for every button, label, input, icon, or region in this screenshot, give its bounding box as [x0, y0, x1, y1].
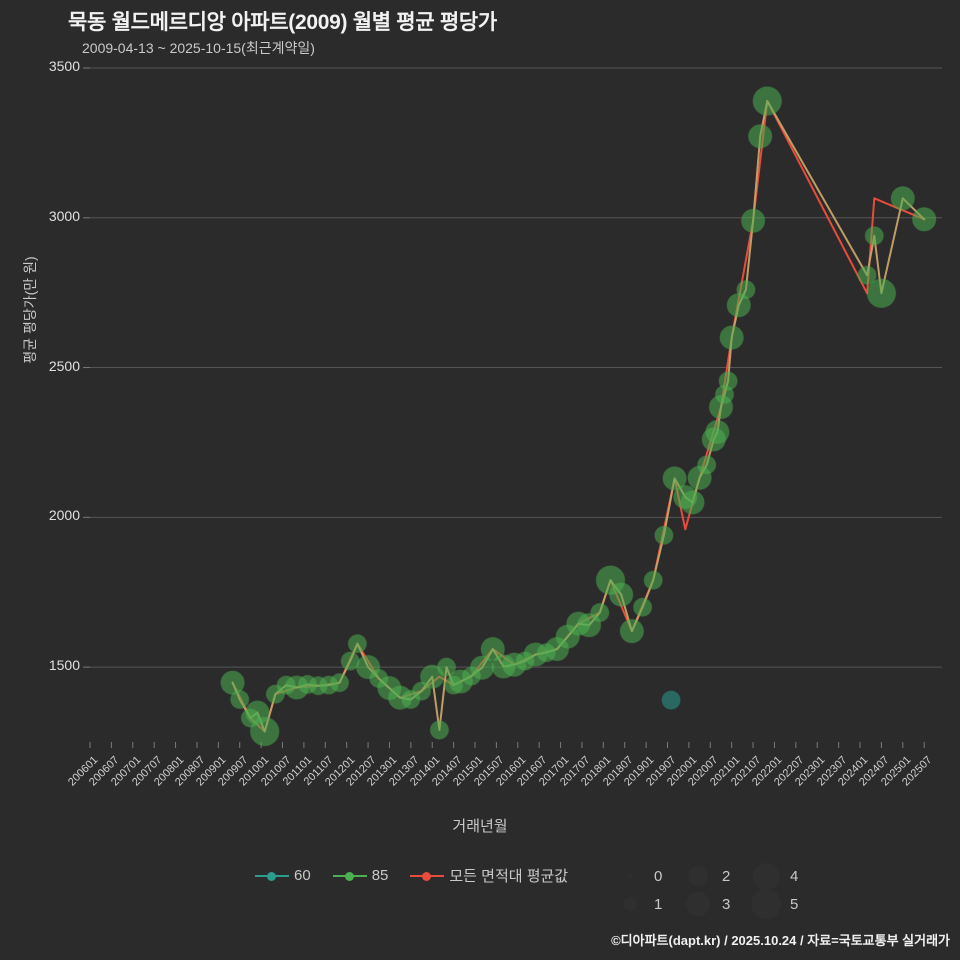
- legend-item-series-60[interactable]: 60: [255, 867, 311, 884]
- data-point: [590, 602, 610, 623]
- legend-size-label: 1: [654, 895, 663, 913]
- legend-size-dot: [686, 892, 710, 916]
- y-tick-label: 2000: [48, 507, 80, 524]
- data-point: [347, 634, 368, 654]
- grid-lines: [90, 67, 942, 668]
- data-point: [752, 86, 783, 116]
- legend-item-series-85[interactable]: 85: [332, 867, 389, 884]
- y-tick-label: 1500: [48, 657, 80, 674]
- data-point: [643, 570, 663, 590]
- page-title: 묵동 월드메르디앙 아파트(2009) 월별 평균 평당가: [68, 11, 497, 34]
- legend-size-label: 2: [722, 867, 731, 885]
- legend-label: 85: [371, 867, 389, 884]
- data-point: [718, 371, 738, 391]
- y-tick-label: 2500: [48, 357, 80, 374]
- data-point: [736, 280, 756, 300]
- legend-marker-icon: [332, 869, 367, 883]
- x-axis-title: 거래년월: [452, 818, 508, 835]
- legend-size-label: 4: [790, 867, 799, 885]
- legend-size-item: 1: [615, 896, 683, 913]
- data-point: [705, 419, 730, 445]
- data-point: [866, 278, 897, 309]
- scatter-series-85: [220, 86, 937, 747]
- legend-size-dot-icon: [615, 873, 645, 879]
- legend-size-dot: [751, 889, 781, 919]
- legend-label: 모든 면적대 평균값: [449, 868, 569, 885]
- y-tick-label: 3500: [48, 58, 80, 74]
- data-point: [436, 657, 457, 677]
- legend-size-dot-icon: [751, 889, 781, 919]
- data-point: [230, 689, 250, 710]
- legend-size-dot: [752, 862, 780, 890]
- legend-series-list: 60 85 모든 면적대 평균값: [255, 865, 582, 886]
- data-point: [864, 226, 884, 246]
- legend-size-dot-icon: [751, 862, 781, 890]
- data-point: [680, 490, 705, 515]
- legend-size-dot-icon: [683, 866, 713, 886]
- data-point: [654, 525, 674, 545]
- chart-subtitle: 2009-04-13 ~ 2025-10-15(최근계약일): [82, 40, 315, 56]
- legend-size-item: 4: [751, 862, 819, 890]
- legend-size-list: 0 2 4 1 3 5: [615, 862, 819, 919]
- legend-size-item: 0: [615, 868, 683, 885]
- data-point: [632, 597, 653, 617]
- y-tick-label: 3000: [48, 207, 80, 224]
- legend-size-item: 2: [683, 866, 751, 886]
- legend-size-label: 5: [790, 895, 799, 913]
- legend-size-label: 3: [722, 895, 731, 913]
- legend-item-series-average[interactable]: 모든 면적대 평균값: [410, 865, 568, 886]
- data-point: [480, 636, 506, 662]
- legend-size-item: 5: [751, 889, 819, 919]
- data-point: [619, 618, 645, 644]
- legend-size-dot: [627, 873, 633, 879]
- legend-size-dot-icon: [683, 892, 713, 916]
- legend-label: 60: [294, 867, 311, 884]
- chart-legend: 60 85 모든 면적대 평균값 0 2 4 1 3 5: [0, 862, 960, 922]
- legend-size-dot-icon: [615, 897, 645, 911]
- data-point: [911, 207, 937, 232]
- data-point: [857, 265, 877, 285]
- legend-size-dot: [623, 897, 637, 911]
- scatter-series-60: [661, 690, 681, 710]
- data-point: [747, 124, 773, 149]
- data-point: [662, 466, 687, 491]
- data-point: [608, 582, 634, 607]
- data-point: [740, 208, 766, 234]
- data-point: [661, 690, 681, 710]
- data-point: [249, 716, 280, 747]
- data-point: [890, 186, 916, 211]
- data-point: [329, 673, 350, 693]
- legend-marker-icon: [410, 869, 445, 883]
- y-axis-title: 평균 평당가(만 원): [22, 256, 38, 364]
- legend-marker-icon: [255, 869, 289, 883]
- footer-credit: ©디아파트(dapt.kr) / 2025.10.24 / 자료=국토교통부 실…: [611, 933, 950, 948]
- data-point: [697, 455, 717, 475]
- legend-size-item: 3: [683, 892, 751, 916]
- data-point: [429, 720, 450, 740]
- data-point: [719, 325, 745, 350]
- legend-size-label: 0: [654, 867, 663, 885]
- legend-size-dot: [688, 866, 708, 886]
